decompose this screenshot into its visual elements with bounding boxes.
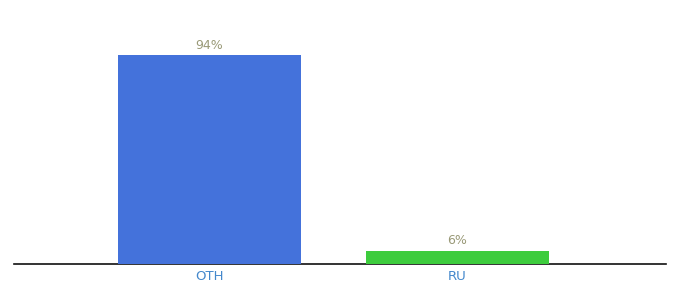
Bar <box>118 55 301 264</box>
Text: 94%: 94% <box>196 39 223 52</box>
Bar <box>366 251 549 264</box>
Text: 6%: 6% <box>447 234 467 247</box>
